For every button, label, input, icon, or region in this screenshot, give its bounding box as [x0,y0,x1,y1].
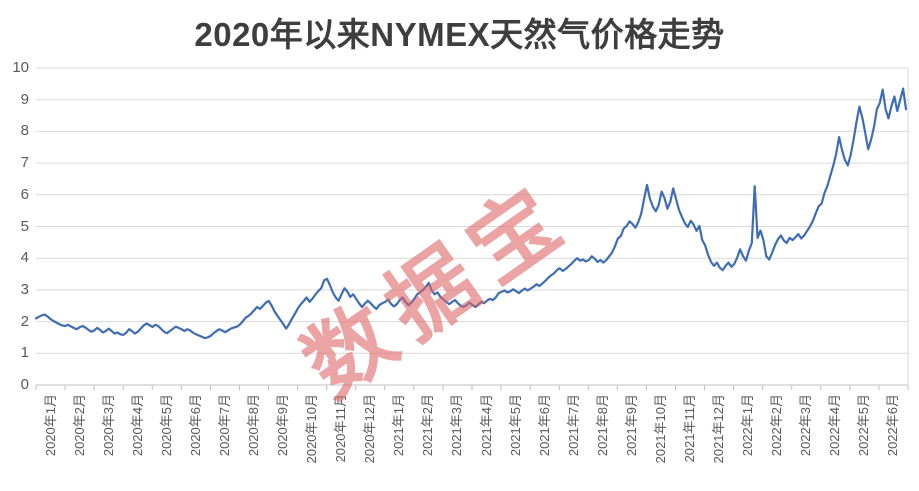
x-axis-tick-label: 2021年12月 [711,394,727,464]
y-axis-tick-label: 0 [20,376,29,393]
price-line [34,87,908,340]
y-axis-tick-label: 10 [12,59,29,76]
x-axis-tick-label: 2022年4月 [827,394,843,457]
x-axis-tick-label: 2020年9月 [275,394,291,457]
y-axis-tick-label: 1 [20,344,29,362]
x-axis-tick-label: 2020年6月 [187,394,203,457]
x-axis-tick-label: 2020年4月 [129,394,145,457]
x-axis-tick-label: 2020年5月 [158,394,174,457]
y-axis-tick-label: 9 [20,90,29,108]
x-axis-tick-label: 2021年10月 [652,394,668,464]
y-axis-tick-label: 3 [20,280,29,298]
x-axis-tick-label: 2021年7月 [565,394,581,457]
x-axis-tick-label: 2022年5月 [856,394,872,457]
x-axis-tick-label: 2021年11月 [682,394,697,463]
x-axis-tick-label: 2021年2月 [420,394,436,457]
x-axis-tick-label: 2022年1月 [740,394,756,457]
x-axis-tick-label: 2020年10月 [304,394,320,464]
x-axis-tick-label: 2021年9月 [623,394,639,457]
chart-title: 2020年以来NYMEX天然气价格走势 [194,16,725,53]
y-axis-tick-label: 6 [20,185,29,203]
y-axis-tick-label: 2 [20,312,29,330]
x-axis-tick-label: 2022年6月 [885,394,901,457]
x-axis-tick-label: 2020年12月 [362,394,378,464]
x-axis-tick-label: 2021年6月 [536,394,552,457]
y-axis-tick-label: 7 [20,154,29,172]
x-axis-tick-label: 2022年2月 [769,394,785,457]
x-axis-tick-label: 2020年8月 [246,394,261,457]
y-axis-tick-label: 5 [20,217,29,235]
x-axis-tick-label: 2020年3月 [100,394,116,457]
x-axis-tick-label: 2021年3月 [449,394,465,457]
x-axis-tick-label: 2021年4月 [478,394,494,457]
y-axis-tick-label: 8 [20,122,29,140]
x-axis-tick-label: 2020年1月 [42,394,58,457]
x-axis-tick-label: 2022年3月 [798,394,814,457]
x-axis-tick-label: 2021年1月 [391,394,407,457]
x-axis-tick-label: 2020年7月 [216,394,232,457]
y-axis-tick-label: 4 [20,249,29,267]
x-axis-tick-label: 2021年5月 [507,394,523,457]
x-axis-tick-label: 2020年11月 [333,394,349,463]
x-axis-tick-label: 2021年8月 [594,394,610,457]
x-axis-tick-label: 2020年2月 [71,394,87,457]
